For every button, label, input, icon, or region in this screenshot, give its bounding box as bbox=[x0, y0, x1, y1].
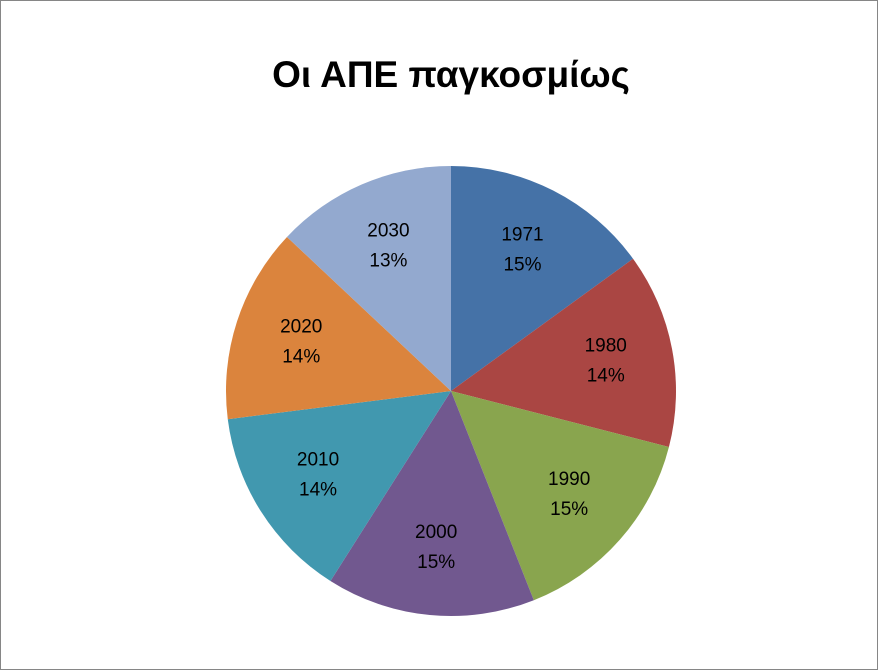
slice-category-label: 1980 bbox=[585, 336, 627, 357]
slice-value-label: 13% bbox=[369, 250, 407, 271]
pie-slice bbox=[451, 391, 669, 601]
chart-title: Οι ΑΠΕ παγκοσμίως bbox=[272, 54, 630, 95]
slice-value-label: 14% bbox=[282, 346, 320, 367]
slice-category-label: 1990 bbox=[548, 469, 590, 490]
pie-slice bbox=[451, 258, 677, 447]
pie-slice bbox=[330, 391, 534, 616]
slice-value-label: 14% bbox=[299, 479, 337, 500]
slice-value-label: 15% bbox=[417, 552, 455, 573]
slice-category-label: 1971 bbox=[501, 225, 543, 246]
slice-category-label: 2030 bbox=[367, 220, 409, 241]
slice-value-label: 15% bbox=[550, 499, 588, 520]
pie-slice bbox=[286, 166, 451, 391]
slice-category-label: 2000 bbox=[415, 522, 457, 543]
slice-value-label: 14% bbox=[587, 366, 625, 387]
pie-slice bbox=[227, 391, 451, 581]
pie-slice bbox=[451, 166, 634, 391]
slice-category-label: 2020 bbox=[280, 316, 322, 337]
slice-value-label: 15% bbox=[503, 255, 541, 276]
pie-slice bbox=[226, 236, 451, 420]
slice-category-label: 2010 bbox=[297, 449, 339, 470]
